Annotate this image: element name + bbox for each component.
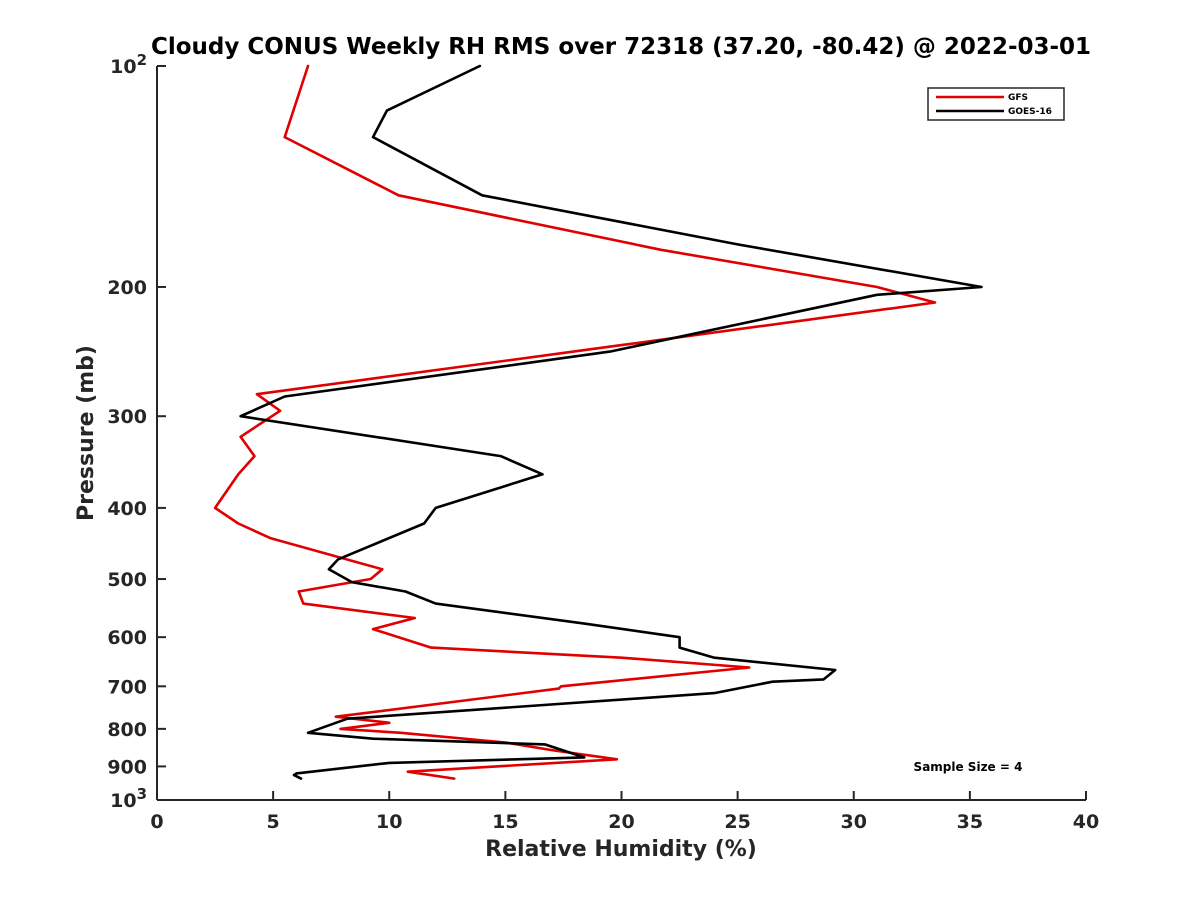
y-tick-label: 500 — [107, 569, 147, 591]
x-tick-label: 5 — [267, 811, 280, 833]
y-tick-label: 102 — [110, 51, 147, 78]
y-ticks: 102 200 300 400 500 600 700 800 900 103 — [107, 51, 166, 812]
legend-label-gfs: GFS — [1008, 93, 1028, 103]
series-line-gfs — [213, 64, 937, 780]
x-tick-label: 15 — [492, 811, 518, 833]
x-ticks: 0 5 10 15 20 25 30 35 40 — [150, 791, 1099, 833]
x-tick-label: 25 — [724, 811, 750, 833]
y-tick-label: 300 — [107, 406, 147, 428]
y-tick-label: 900 — [107, 756, 147, 778]
x-tick-label: 20 — [608, 811, 634, 833]
legend: GFS GOES-16 — [927, 87, 1065, 121]
legend-label-goes16: GOES-16 — [1008, 107, 1052, 117]
x-tick-label: 40 — [1073, 811, 1099, 833]
y-tick-label: 700 — [107, 676, 147, 698]
y-tick-label: 400 — [107, 498, 147, 520]
y-tick-label: 600 — [107, 627, 147, 649]
plot-area: 0 5 10 15 20 25 30 35 40 102 200 300 400 500 600 700 80… — [107, 51, 1099, 833]
x-tick-label: 35 — [957, 811, 983, 833]
y-tick-label: 200 — [107, 277, 147, 299]
series-layer — [213, 64, 983, 780]
sample-size-note: Sample Size = 4 — [914, 760, 1023, 774]
x-tick-label: 10 — [376, 811, 402, 833]
y-axis-label: Pressure (mb) — [74, 345, 99, 521]
y-tick-label: 103 — [110, 785, 147, 812]
series-line-goes16 — [239, 64, 983, 780]
chart-title: Cloudy CONUS Weekly RH RMS over 72318 (3… — [151, 34, 1091, 60]
x-axis-label: Relative Humidity (%) — [485, 837, 757, 862]
x-tick-label: 0 — [150, 811, 163, 833]
x-tick-label: 30 — [841, 811, 867, 833]
y-tick-label: 800 — [107, 719, 147, 741]
legend-box — [927, 87, 1065, 121]
